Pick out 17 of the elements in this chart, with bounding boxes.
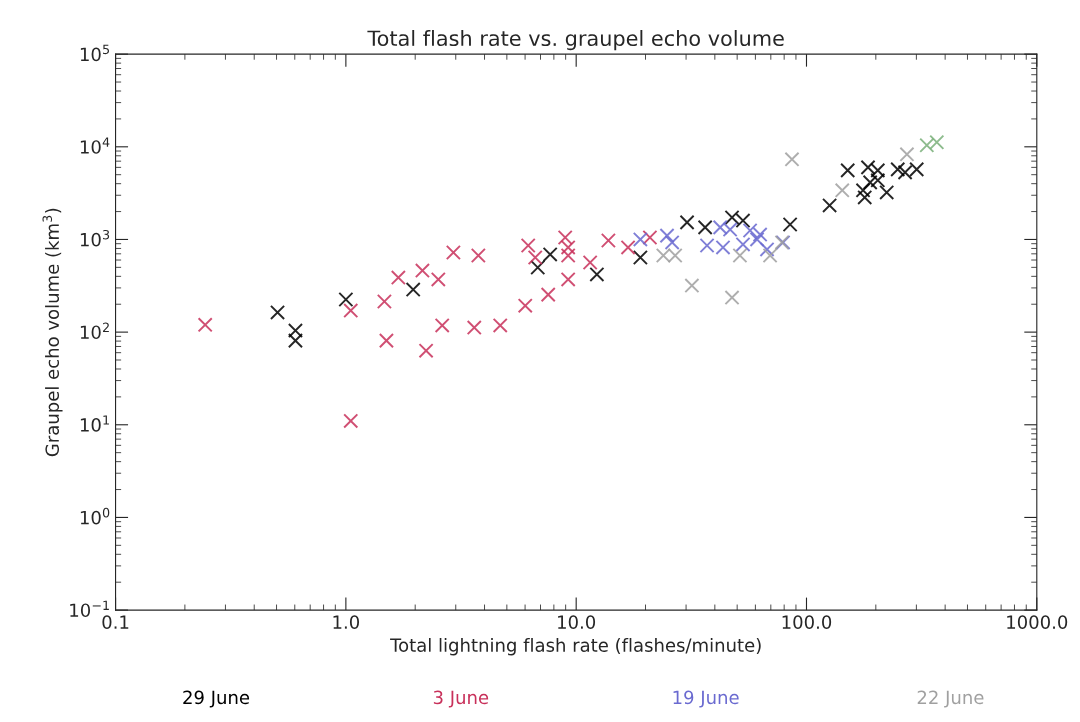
text: 29 June	[183, 690, 250, 708]
chart-title: Total flash rate vs. graupel echo volume	[367, 29, 784, 51]
y-tick-label: 10$^{0}$	[80, 507, 110, 525]
y-axis-title: Graupel echo volume (km$^{3}$)	[42, 208, 63, 457]
y-tick-label: 10$^{2}$	[80, 322, 109, 340]
text: 3 June	[433, 690, 489, 708]
y-tick-label: 10$^{3}$	[80, 229, 110, 247]
text: 22 June	[917, 690, 984, 708]
text: 19 June	[673, 690, 739, 708]
x-tick-label: 100.0	[782, 615, 832, 629]
x-axis-title: Total lightning flash rate (flashes/minute)	[390, 637, 761, 656]
y-tick-label: 10$^{1}$	[80, 415, 109, 432]
x-tick-label: 10.0	[558, 615, 596, 629]
x-tick-label: 1.0	[333, 615, 360, 629]
x-tick-label: 1000.0	[1007, 615, 1068, 629]
y-tick-label: 10$^{5}$	[80, 44, 110, 62]
y-tick-label: 10$^{4}$	[80, 137, 110, 154]
